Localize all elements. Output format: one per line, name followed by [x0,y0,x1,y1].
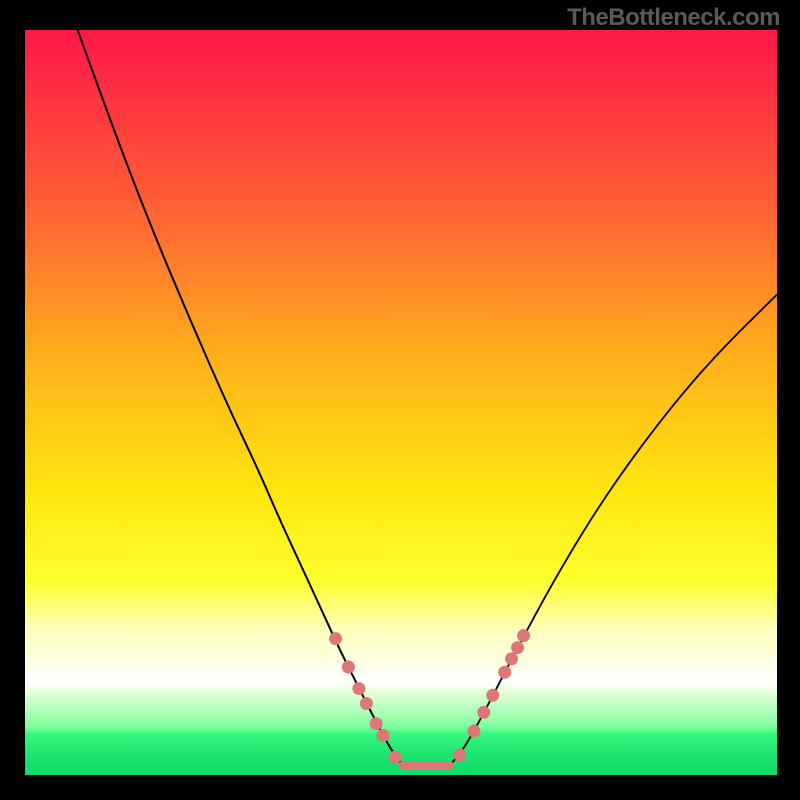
marker-right [511,641,524,654]
marker-left [376,729,389,742]
marker-left [329,632,342,645]
chart-svg [25,30,777,775]
marker-right [505,652,518,665]
marker-right [486,689,499,702]
marker-right [477,706,490,719]
marker-right [453,748,466,761]
marker-left [388,751,401,764]
watermark-text: TheBottleneck.com [567,4,780,32]
marker-right [498,666,511,679]
marker-left [370,717,383,730]
marker-left [360,697,373,710]
marker-left [342,660,355,673]
chart-frame: TheBottleneck.com [0,0,800,800]
marker-right [467,725,480,738]
marker-right [517,629,530,642]
plot-area [25,30,777,775]
gradient-background [25,30,777,775]
marker-left [352,682,365,695]
